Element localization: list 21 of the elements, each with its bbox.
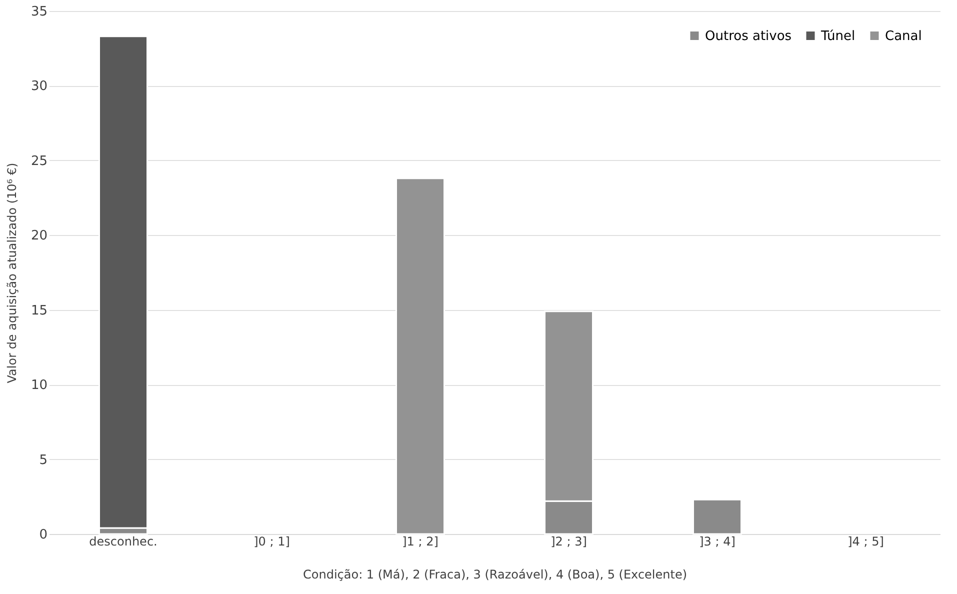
y-tick-label: 10 <box>30 378 48 394</box>
legend-label: Túnel <box>820 28 856 44</box>
y-tick-label: 0 <box>39 528 48 542</box>
x-tick-label: ]1 ; 2] <box>402 534 438 548</box>
bar <box>396 178 445 535</box>
y-tick-label: 20 <box>30 228 48 244</box>
y-axis-title: Valor de aquisição atualizado (10⁶ €) <box>4 162 19 384</box>
y-tick-label: 5 <box>39 452 48 468</box>
bar <box>692 498 742 535</box>
y-tick-label: 15 <box>30 303 48 318</box>
legend-label: Outros ativos <box>705 28 792 44</box>
x-tick-label: desconhec. <box>89 534 158 548</box>
x-tick-label: ]0 ; 1] <box>254 534 290 548</box>
x-axis-title: Condição: 1 (Má), 2 (Fraca), 3 (Razoável), 4 (Boa), 5 (Excelente) <box>302 568 688 582</box>
x-tick-label: ]4 ; 5] <box>848 534 884 548</box>
y-tick-label: 25 <box>30 154 48 169</box>
y-tick-label: 35 <box>30 4 48 20</box>
x-tick-label: ]3 ; 4] <box>699 534 736 548</box>
legend-label: Canal <box>885 28 922 44</box>
y-tick-label: 30 <box>30 79 48 94</box>
x-tick-label: ]2 ; 3] <box>550 534 587 548</box>
